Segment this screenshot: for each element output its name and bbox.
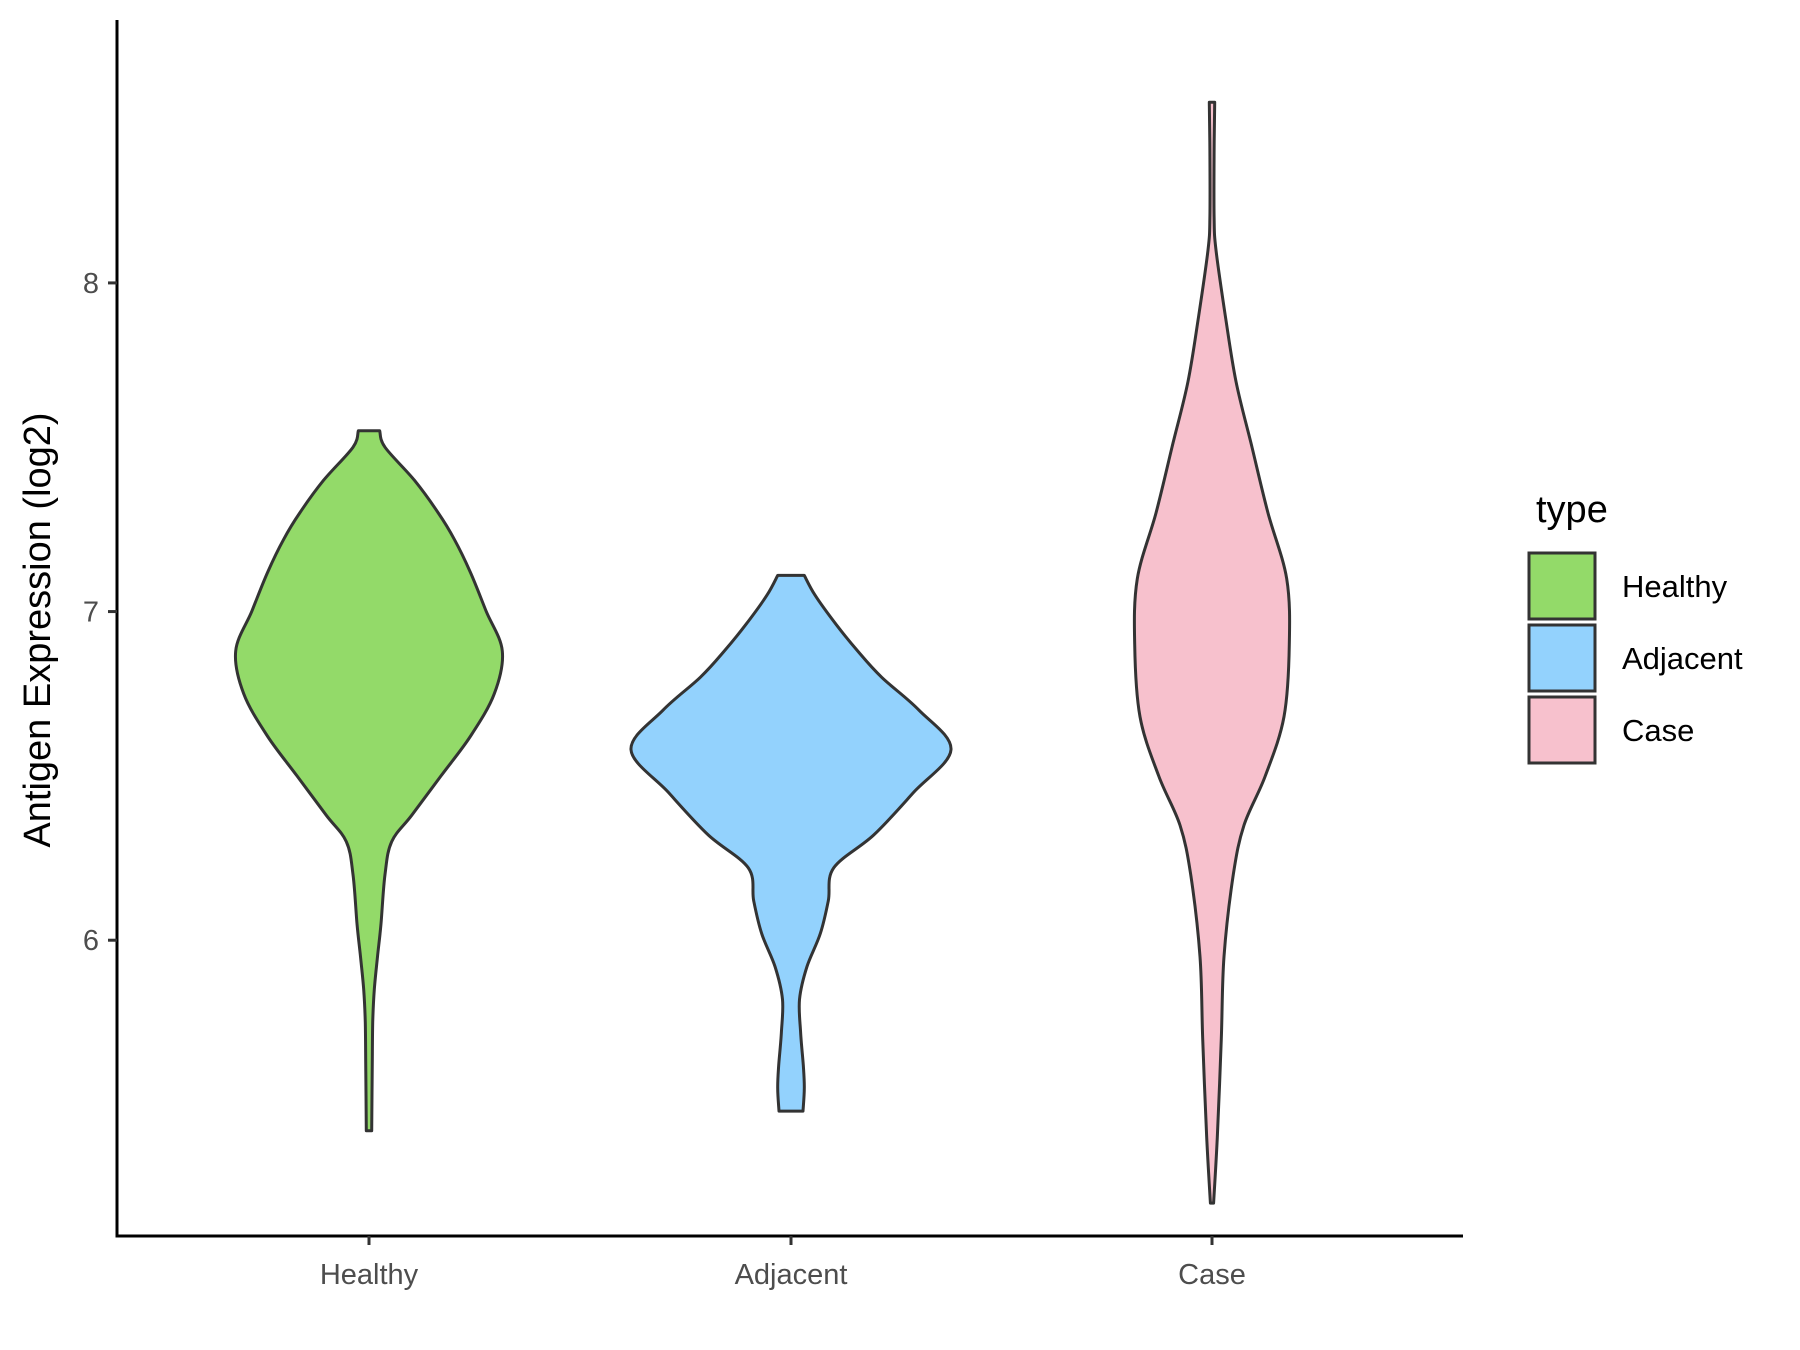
- x-tick-label: Case: [1178, 1259, 1246, 1291]
- legend-swatch-healthy: [1527, 551, 1597, 621]
- legend-label-healthy: Healthy: [1622, 569, 1728, 604]
- violin-layer: [233, 100, 1292, 1205]
- x-ticks: Healthy Adjacent Case: [320, 1236, 1246, 1291]
- y-tick-label: 6: [83, 925, 99, 957]
- axes: 6 7 8 Healthy Adjacent Case: [83, 20, 1463, 1291]
- y-ticks: 6 7 8: [83, 268, 117, 957]
- legend-title: type: [1536, 489, 1608, 531]
- x-tick-label: Healthy: [320, 1259, 419, 1291]
- legend: type Healthy Adjacent Case: [1527, 489, 1743, 765]
- y-axis-title: Antigen Expression (log2): [17, 412, 59, 847]
- legend-items: Healthy Adjacent Case: [1527, 551, 1743, 765]
- violin-healthy: [233, 429, 505, 1133]
- legend-label-adjacent: Adjacent: [1622, 641, 1743, 676]
- legend-swatch-case: [1527, 695, 1597, 765]
- y-tick-label: 7: [83, 597, 99, 629]
- x-tick-label: Adjacent: [735, 1259, 848, 1291]
- violin-case: [1132, 100, 1292, 1205]
- legend-swatch-adjacent: [1527, 623, 1597, 693]
- violin-adjacent: [629, 573, 953, 1113]
- legend-label-case: Case: [1622, 713, 1694, 748]
- y-tick-label: 8: [83, 268, 99, 300]
